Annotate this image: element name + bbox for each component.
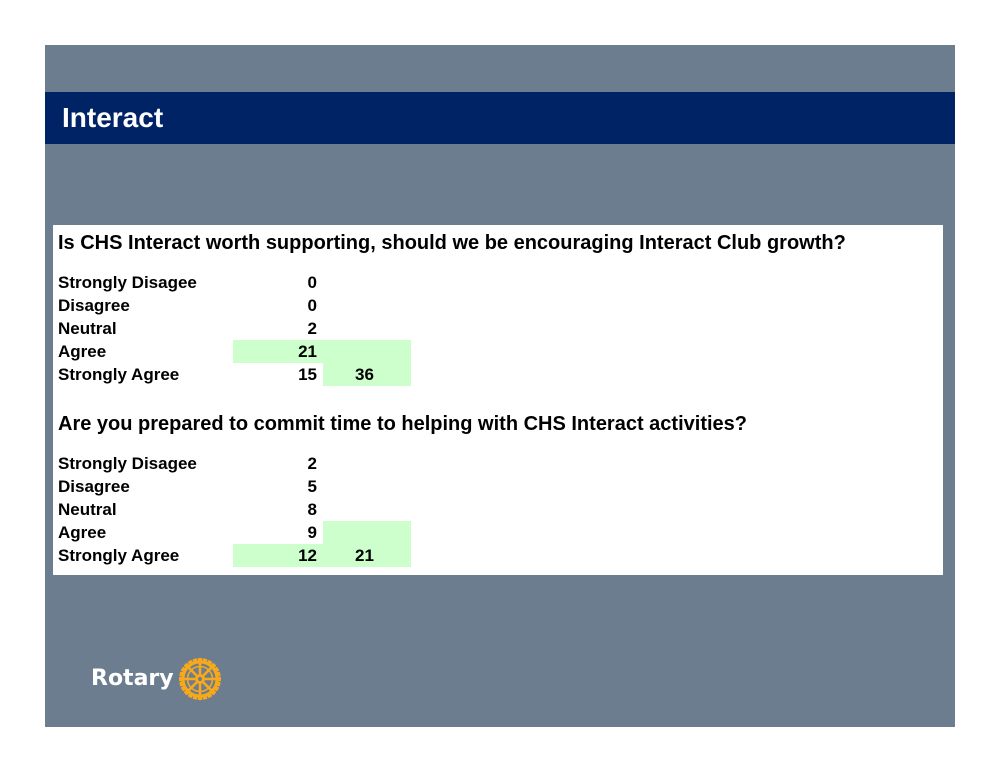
row-label: Disagree — [58, 296, 130, 315]
table-row: Neutral 2 — [53, 317, 413, 340]
table-row: Strongly Agree 15 36 — [53, 363, 413, 386]
question-2-text: Are you prepared to commit time to helpi… — [58, 413, 748, 435]
row-sum: 21 — [323, 544, 411, 567]
rotary-logo: Rotary — [91, 657, 222, 701]
row-label: Neutral — [58, 500, 117, 519]
row-label: Strongly Disagee — [58, 273, 197, 292]
row-sum: 36 — [323, 363, 411, 386]
row-sum — [323, 475, 411, 498]
row-label: Agree — [58, 342, 107, 361]
row-label: Strongly Disagee — [58, 454, 197, 473]
row-count: 2 — [307, 319, 317, 338]
table-row: Agree 21 — [53, 340, 413, 363]
row-sum — [323, 271, 411, 294]
table-row: Disagree 0 — [53, 294, 413, 317]
row-sum — [323, 452, 411, 475]
table-row: Strongly Disagee 2 — [53, 452, 413, 475]
table-row: Neutral 8 — [53, 498, 413, 521]
logo-wordmark: Rotary — [91, 666, 174, 691]
row-sum — [323, 294, 411, 317]
row-sum — [323, 521, 411, 544]
row-label: Disagree — [58, 477, 130, 496]
row-count: 15 — [298, 365, 317, 384]
slide-title: Interact — [62, 102, 164, 133]
row-count: 0 — [307, 273, 317, 292]
row-count: 5 — [307, 477, 317, 496]
row-count: 21 — [233, 340, 323, 363]
row-sum — [323, 340, 411, 363]
row-sum — [323, 317, 411, 340]
row-label: Strongly Agree — [58, 365, 180, 384]
table-row: Strongly Agree 12 21 — [53, 544, 413, 567]
row-label: Neutral — [58, 319, 117, 338]
table-row: Strongly Disagee 0 — [53, 271, 413, 294]
row-count: 12 — [233, 544, 323, 567]
table-row: Agree 9 — [53, 521, 413, 544]
question-1-table: Strongly Disagee 0 Disagree 0 Neutral 2 … — [53, 271, 413, 386]
question-2-table: Strongly Disagee 2 Disagree 5 Neutral 8 … — [53, 452, 413, 567]
table-row: Disagree 5 — [53, 475, 413, 498]
question-1-text: Is CHS Interact worth supporting, should… — [58, 232, 846, 254]
rotary-wheel-icon — [178, 658, 221, 700]
row-sum — [323, 498, 411, 521]
row-count: 9 — [307, 523, 317, 542]
row-label: Agree — [58, 523, 107, 542]
row-count: 0 — [307, 296, 317, 315]
slide: Interact Is CHS Interact worth supportin… — [45, 45, 955, 727]
survey-results-panel: Is CHS Interact worth supporting, should… — [53, 225, 943, 575]
title-bar: Interact — [45, 92, 955, 144]
row-count: 8 — [307, 500, 317, 519]
row-label: Strongly Agree — [58, 546, 180, 565]
row-count: 2 — [307, 454, 317, 473]
